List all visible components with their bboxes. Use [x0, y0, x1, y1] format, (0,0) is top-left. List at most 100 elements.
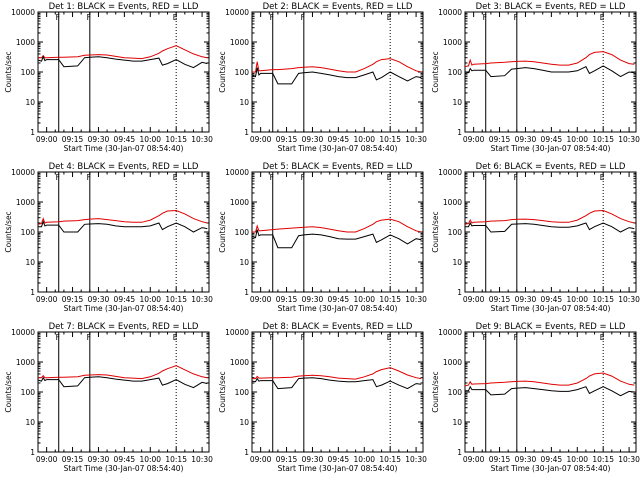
series-events	[465, 385, 635, 397]
series-lld	[252, 367, 422, 380]
y-tick-label: 100	[235, 68, 250, 77]
y-tick-label: 10000	[438, 168, 462, 177]
x-tick-label: 09:15	[489, 455, 511, 464]
x-tick-label: 09:30	[302, 455, 324, 464]
y-tick-label: 10	[239, 258, 249, 267]
x-tick-label: 09:30	[88, 455, 110, 464]
series-events	[251, 377, 422, 390]
panel-title: Det 2: BLACK = Events, RED = LLD	[263, 2, 413, 12]
panel-title: Det 3: BLACK = Events, RED = LLD	[476, 2, 626, 12]
y-tick-label: 10	[239, 98, 249, 107]
panel-title: Det 9: BLACK = Events, RED = LLD	[476, 322, 626, 332]
y-tick-label: 100	[21, 228, 36, 237]
x-tick-label: 09:00	[463, 135, 485, 144]
marker-letter: E	[387, 13, 392, 22]
y-tick-label: 10000	[438, 328, 462, 337]
series-lld	[464, 209, 635, 225]
x-tick-label: 10:30	[191, 135, 213, 144]
series-events	[37, 376, 208, 389]
x-tick-label: 09:45	[541, 295, 563, 304]
marker-letter: F	[270, 13, 274, 22]
y-tick-label: 10	[452, 258, 462, 267]
marker-letter: F	[483, 13, 487, 22]
series-events	[465, 221, 635, 233]
y-tick-label: 10000	[438, 8, 462, 17]
x-tick-label: 10:30	[405, 455, 427, 464]
y-tick-label: 100	[235, 228, 250, 237]
y-tick-label: 100	[21, 68, 36, 77]
x-tick-label: 10:15	[592, 135, 614, 144]
marker-letter: F	[483, 333, 487, 342]
y-tick-label: 100	[448, 228, 463, 237]
panel-det-5: Det 5: BLACK = Events, RED = LLD 1 10 100 10…	[218, 162, 427, 313]
x-tick-label: 09:15	[62, 295, 84, 304]
plot-frame	[251, 331, 424, 453]
panel-title: Det 5: BLACK = Events, RED = LLD	[263, 162, 413, 172]
marker-letter: F	[514, 13, 518, 22]
x-tick-label: 09:45	[114, 135, 136, 144]
y-axis-label: Counts/sec	[431, 51, 440, 92]
x-tick-label: 09:15	[489, 135, 511, 144]
x-tick-label: 09:30	[88, 295, 110, 304]
y-tick-label: 1000	[16, 38, 35, 47]
marker-letter: F	[270, 333, 274, 342]
series-lld	[464, 372, 635, 387]
x-tick-label: 09:00	[36, 135, 58, 144]
x-tick-label: 10:00	[353, 135, 375, 144]
x-tick-label: 09:00	[250, 295, 272, 304]
marker-letter: E	[173, 333, 178, 342]
plot-frame	[37, 11, 210, 133]
x-tick-label: 10:15	[379, 295, 401, 304]
x-tick-label: 10:30	[618, 295, 640, 304]
x-tick-label: 09:15	[276, 455, 298, 464]
x-tick-label: 10:30	[618, 135, 640, 144]
y-tick-label: 10000	[225, 8, 249, 17]
x-tick-label: 09:45	[328, 455, 350, 464]
y-axis-label: Counts/sec	[4, 51, 13, 92]
marker-letter: F	[483, 173, 487, 182]
panel-det-2: Det 2: BLACK = Events, RED = LLD 1 10 100 10…	[218, 2, 427, 153]
x-tick-label: 09:00	[250, 135, 272, 144]
x-tick-label: 10:30	[191, 455, 213, 464]
x-tick-label: 09:45	[328, 295, 350, 304]
x-tick-label: 09:15	[62, 455, 84, 464]
x-tick-label: 09:15	[62, 135, 84, 144]
y-tick-label: 1	[30, 288, 35, 297]
y-tick-label: 100	[235, 388, 250, 397]
y-tick-label: 1	[30, 448, 35, 457]
plot-frame	[251, 11, 424, 133]
x-tick-label: 09:30	[302, 295, 324, 304]
marker-letter: F	[301, 333, 305, 342]
x-tick-label: 09:45	[541, 455, 563, 464]
x-axis-label: Start Time (30-Jan-07 08:54:40)	[491, 464, 611, 473]
series-events	[37, 55, 208, 69]
marker-letter: F	[87, 13, 91, 22]
series-lld	[464, 51, 635, 68]
marker-letter: F	[56, 173, 60, 182]
x-axis-label: Start Time (30-Jan-07 08:54:40)	[491, 304, 611, 313]
y-axis-label: Counts/sec	[431, 211, 440, 252]
x-axis-label: Start Time (30-Jan-07 08:54:40)	[491, 144, 611, 153]
x-tick-label: 10:00	[139, 455, 161, 464]
panel-title: Det 7: BLACK = Events, RED = LLD	[49, 322, 199, 332]
y-tick-label: 10000	[11, 328, 35, 337]
x-axis-label: Start Time (30-Jan-07 08:54:40)	[64, 464, 184, 473]
y-tick-label: 1	[457, 448, 462, 457]
y-axis-label: Counts/sec	[218, 371, 227, 412]
x-tick-label: 09:45	[114, 295, 136, 304]
y-tick-label: 10	[239, 418, 249, 427]
y-tick-label: 1000	[443, 198, 462, 207]
panel-title: Det 8: BLACK = Events, RED = LLD	[263, 322, 413, 332]
series-events	[251, 229, 422, 249]
y-tick-label: 1	[244, 448, 249, 457]
y-tick-label: 10000	[11, 8, 35, 17]
x-tick-label: 09:15	[276, 295, 298, 304]
panel-det-7: Det 7: BLACK = Events, RED = LLD 1 10 100 10…	[4, 322, 213, 473]
x-tick-label: 10:30	[618, 455, 640, 464]
x-tick-label: 10:00	[353, 455, 375, 464]
y-tick-label: 1000	[16, 358, 35, 367]
marker-letter: F	[56, 333, 60, 342]
x-tick-label: 10:00	[566, 135, 588, 144]
y-tick-label: 10	[25, 418, 35, 427]
